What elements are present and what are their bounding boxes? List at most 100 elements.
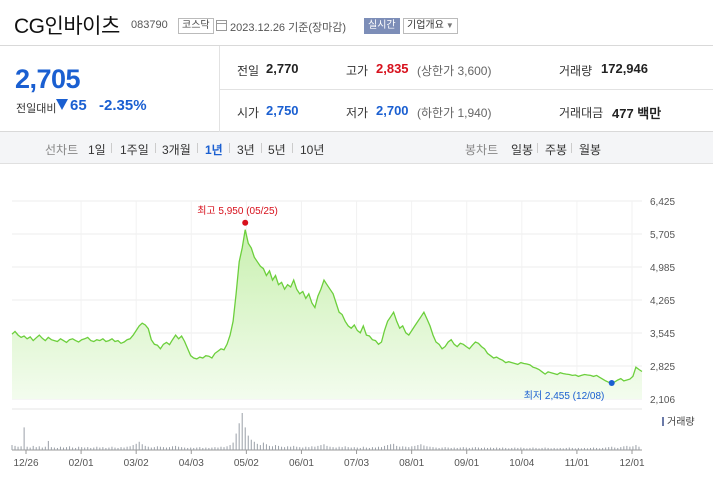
volume-bar (287, 446, 289, 450)
divider (197, 143, 198, 153)
volume-bar (159, 446, 161, 450)
volume-bar (559, 447, 561, 450)
volume-bar (253, 441, 255, 450)
y-tick-label: 2,106 (650, 395, 675, 406)
range-3y[interactable]: 3년 (237, 143, 255, 157)
volume-bar (329, 446, 331, 450)
volume-bar (602, 447, 604, 450)
line-chart-label: 선차트 (45, 143, 79, 157)
volume-bar (496, 447, 498, 450)
volume-bar (593, 447, 595, 450)
x-tick-label: 04/03 (179, 458, 204, 469)
range-10y[interactable]: 10년 (300, 143, 325, 157)
volume-bar (14, 445, 16, 450)
volume-bar (405, 446, 407, 450)
candle-daily[interactable]: 일봉 (511, 143, 534, 157)
volume-bar (217, 447, 219, 450)
chart-canvas: 6,425 5,705 4,985 4,265 3,545 2,825 2,106 최고 5… (11, 197, 695, 469)
volume-bar (181, 447, 183, 450)
volume-bar (635, 445, 637, 450)
volume-bar (408, 447, 410, 450)
volume-bar (29, 447, 31, 450)
volume-bar (359, 447, 361, 450)
volume-bar (232, 442, 234, 450)
volume-bar (523, 447, 525, 450)
volume-bar (26, 446, 28, 450)
volume-bar (44, 446, 46, 450)
range-1y[interactable]: 1년 (205, 143, 223, 157)
volume-bar (78, 446, 80, 450)
volume-bar (62, 447, 64, 450)
date-basis: 기준(장마감) (288, 22, 347, 34)
volume-bar (629, 446, 631, 450)
open-value: 2,750 (266, 103, 299, 118)
high-label: 최고 5,950 (05/25) (197, 205, 278, 217)
divider (111, 143, 112, 153)
volume-bar (271, 446, 273, 450)
volume-bar (550, 448, 552, 450)
volume-bar (477, 447, 479, 450)
y-tick-label: 3,545 (650, 329, 675, 340)
volume-bar (556, 448, 558, 450)
volume-bar (574, 448, 576, 450)
range-1w[interactable]: 1주일 (120, 143, 149, 157)
divider (571, 143, 572, 153)
volume-bar (562, 448, 564, 450)
volume-bar (350, 447, 352, 450)
volume-bar (420, 444, 422, 450)
range-3m[interactable]: 3개월 (162, 143, 191, 157)
x-tick-label: 03/02 (124, 458, 149, 469)
volume-bar (514, 447, 516, 450)
volume-bar (38, 446, 40, 450)
volume-bar (441, 447, 443, 450)
volume-bar (314, 446, 316, 450)
lower-limit: (하한가 1,940) (417, 106, 492, 120)
volume-bar (196, 447, 198, 450)
volume-bar (135, 443, 137, 450)
volume-bar (172, 446, 174, 450)
volume-bar (444, 447, 446, 450)
range-5y[interactable]: 5년 (268, 143, 286, 157)
volume-bar (47, 440, 49, 450)
volume-bar (381, 447, 383, 450)
volume-bar (117, 447, 119, 450)
volume-bar (417, 445, 419, 450)
range-1d[interactable]: 1일 (88, 143, 106, 157)
volume-bar (120, 447, 122, 450)
company-info-dropdown[interactable]: 기업개요 ▼ (403, 18, 458, 34)
volume-bar (511, 447, 513, 450)
volume-bar (541, 447, 543, 450)
stock-header: CG인바이츠 083790 코스닥 2023.12.26 기준(장마감) 실시간… (0, 0, 713, 46)
x-tick-label: 05/02 (234, 458, 259, 469)
volume-bar (374, 447, 376, 450)
volume-bar (244, 427, 246, 450)
high-value: 2,835 (376, 61, 409, 76)
volume-bar (529, 447, 531, 450)
volume-bar (53, 447, 55, 450)
volume-bar (111, 446, 113, 450)
volume-bar (438, 447, 440, 450)
volume-bar (538, 448, 540, 450)
volume-bar (17, 446, 19, 450)
volume-bar (190, 447, 192, 450)
amount-label: 거래대금 (559, 106, 604, 120)
volume-bar (590, 447, 592, 450)
volume-bar (317, 445, 319, 450)
prev-close-value: 2,770 (266, 61, 299, 76)
volume-bar (608, 447, 610, 450)
realtime-button[interactable]: 실시간 (364, 18, 400, 34)
volume-bar (265, 444, 267, 450)
low-label: 최저 2,455 (12/08) (524, 390, 605, 402)
volume-bar (465, 447, 467, 450)
volume-bar (387, 445, 389, 450)
volume-bar (123, 447, 125, 450)
volume-bar (320, 445, 322, 450)
volume-bar (462, 447, 464, 450)
volume-bar (371, 447, 373, 450)
volume-bar (84, 447, 86, 450)
candle-monthly[interactable]: 월봉 (579, 143, 602, 157)
volume-bar (341, 447, 343, 450)
volume-bar (66, 447, 68, 450)
volume-bar (299, 447, 301, 450)
candle-weekly[interactable]: 주봉 (545, 143, 568, 157)
